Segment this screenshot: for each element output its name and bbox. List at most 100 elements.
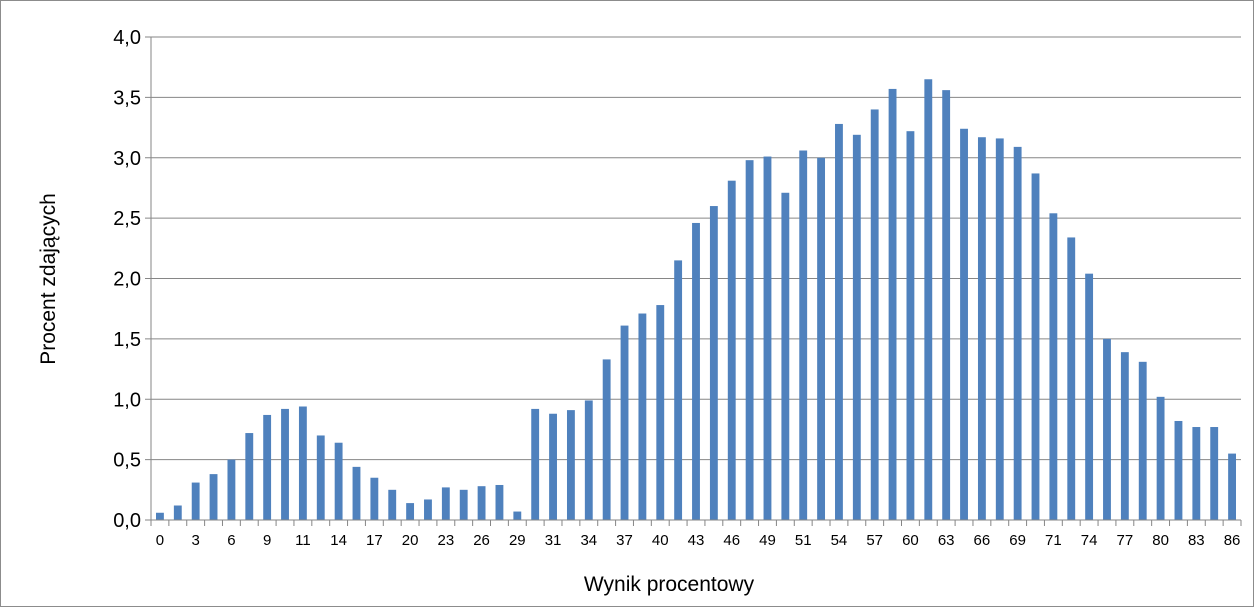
bar [424,499,432,520]
bar [674,260,683,520]
bar [656,305,665,520]
bar [817,157,826,520]
bar [513,511,522,520]
bar [1049,213,1058,521]
x-ticks: 0 3 6 9 11 14 17 20 23 26 29 31 34 37 40 43 46 49 51 54 57 60… [150,520,1242,549]
bar [692,222,700,520]
bar [620,325,629,520]
bar [1174,420,1183,520]
bar [870,109,879,520]
x-tick-label: 71 [1045,532,1062,549]
bar [638,313,647,520]
bar [173,505,182,520]
bar [977,137,986,520]
x-tick-label: 0 [156,532,164,549]
bar [942,90,951,520]
y-tick-label: 3,0 [113,148,141,170]
bar [1031,173,1040,520]
x-tick-label: 69 [1009,532,1026,549]
bar [1156,396,1165,520]
y-tick-label: 4,0 [113,27,141,49]
y-axis-title: Procent zdających [37,193,60,365]
x-tick-label: 26 [473,532,490,549]
x-tick-label: 51 [795,532,812,549]
bar [1103,338,1111,520]
bar [995,138,1004,520]
bar [584,400,593,520]
bar [549,413,557,520]
bar [209,474,218,520]
bar [566,410,575,520]
x-tick-label: 74 [1081,532,1098,549]
y-tick-label: 2,5 [113,208,141,230]
x-tick-label: 3 [192,532,200,549]
bar [316,435,325,520]
x-tick-label: 23 [437,532,454,549]
y-tick-label: 3,5 [113,87,141,109]
bar [495,484,504,520]
x-tick-label: 37 [616,532,633,549]
bar [960,128,968,520]
bar [459,489,468,520]
x-tick-label: 6 [227,532,235,549]
bar [298,406,307,520]
y-tick-label: 2,0 [113,269,141,291]
x-tick-label: 17 [366,532,383,549]
x-tick-label: 57 [866,532,883,549]
x-tick-label: 54 [831,532,848,549]
bar [263,414,272,520]
bar [709,206,718,521]
x-tick-label: 14 [330,532,347,549]
bar [334,442,343,520]
bar [191,482,200,520]
x-axis-title: Wynik procentowy [584,573,755,596]
bar [1138,361,1147,520]
x-tick-label: 43 [688,532,705,549]
x-tick-label: 29 [509,532,526,549]
bar [370,477,379,520]
x-tick-label: 66 [974,532,991,549]
bar [924,79,933,520]
bar [1085,273,1094,520]
x-tick-label: 31 [545,532,562,549]
bar [781,192,790,520]
x-tick-label: 46 [723,532,740,549]
x-tick-label: 40 [652,532,669,549]
y-tick-label: 0,5 [113,450,141,472]
x-tick-label: 83 [1188,532,1205,549]
bar [727,180,736,520]
x-tick-label: 63 [938,532,955,549]
bar [406,503,415,520]
bar [477,486,486,520]
bars [156,79,1236,521]
bar [1210,427,1219,520]
x-tick-label: 20 [402,532,419,549]
bar [602,359,611,520]
x-tick-label: 9 [263,532,271,549]
bar [1067,237,1076,520]
x-tick-label: 49 [759,532,776,549]
bar [1120,352,1129,520]
bar [156,512,164,520]
bar [1192,427,1201,520]
y-tick-label: 0,0 [113,510,141,532]
x-tick-label: 60 [902,532,919,549]
bar [281,408,289,520]
y-ticks: 0,0 0,5 1,0 1,5 2,0 2,5 3,0 3,5 4,0 [113,27,151,532]
bar [531,408,540,520]
bar [763,156,772,521]
x-tick-label: 80 [1152,532,1169,549]
x-tick-label: 34 [580,532,597,549]
y-tick-label: 1,0 [113,389,141,411]
bar [835,123,843,520]
bar [745,160,754,521]
y-tick-label: 1,5 [113,329,141,351]
x-tick-label: 77 [1117,532,1134,549]
bar [1228,453,1236,520]
bar [388,489,397,520]
bar [906,131,915,520]
bar [245,433,254,520]
bar [799,150,808,520]
